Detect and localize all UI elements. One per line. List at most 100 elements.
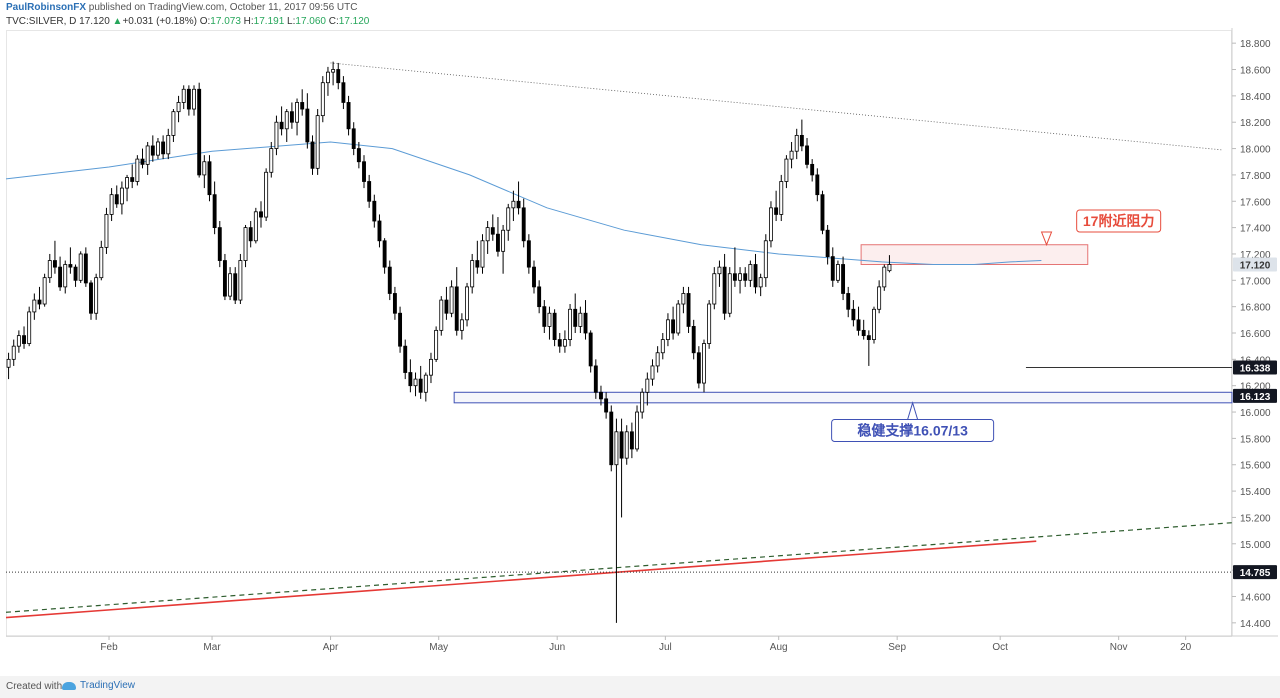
candle-body[interactable] — [135, 158, 140, 182]
candle-body[interactable] — [877, 286, 882, 310]
candle-body[interactable] — [490, 227, 495, 235]
candle-body[interactable] — [42, 277, 47, 305]
candle-body[interactable] — [872, 308, 876, 340]
candle-body[interactable] — [557, 339, 562, 347]
candle-body[interactable] — [109, 194, 114, 215]
candle-body[interactable] — [356, 148, 361, 163]
candle-body[interactable] — [99, 246, 104, 279]
candle-body[interactable] — [140, 158, 145, 165]
candle-body[interactable] — [851, 308, 856, 321]
candle-body[interactable] — [331, 69, 336, 73]
candle-body[interactable] — [485, 227, 490, 242]
candle-body[interactable] — [738, 273, 742, 281]
candle-body[interactable] — [743, 273, 748, 281]
candle-body[interactable] — [439, 299, 444, 331]
candle-body[interactable] — [398, 312, 403, 347]
candle-body[interactable] — [125, 177, 130, 189]
candle-body[interactable] — [810, 163, 815, 176]
candle-body[interactable] — [727, 273, 732, 314]
candle-body[interactable] — [702, 343, 706, 384]
candle-body[interactable] — [614, 431, 619, 466]
candle-body[interactable] — [58, 266, 63, 288]
candle-body[interactable] — [16, 335, 21, 347]
candle-body[interactable] — [434, 329, 439, 360]
candle-body[interactable] — [264, 171, 269, 218]
candle-body[interactable] — [444, 299, 449, 314]
candle-body[interactable] — [362, 161, 366, 182]
candle-body[interactable] — [655, 352, 660, 367]
candle-body[interactable] — [547, 312, 552, 327]
candle-body[interactable] — [475, 260, 480, 268]
candle-body[interactable] — [104, 214, 109, 248]
candle-body[interactable] — [789, 150, 794, 160]
candle-body[interactable] — [784, 158, 789, 182]
candle-body[interactable] — [269, 148, 274, 173]
candle-body[interactable] — [238, 260, 243, 301]
candle-body[interactable] — [748, 264, 753, 281]
candle-body[interactable] — [629, 431, 634, 450]
candle-body[interactable] — [763, 240, 768, 279]
downtrend-line-dotted[interactable] — [330, 62, 1222, 151]
candle-body[interactable] — [578, 312, 583, 327]
candle-body[interactable] — [145, 145, 150, 165]
candle-body[interactable] — [295, 102, 299, 123]
candle-body[interactable] — [156, 141, 160, 156]
candle-body[interactable] — [192, 88, 196, 110]
candle-body[interactable] — [470, 260, 475, 288]
candle-body[interactable] — [820, 194, 825, 231]
candle-body[interactable] — [11, 345, 16, 360]
candle-body[interactable] — [392, 293, 397, 314]
candle-body[interactable] — [516, 200, 521, 209]
candle-body[interactable] — [94, 277, 99, 314]
candle-body[interactable] — [310, 141, 315, 169]
candle-body[interactable] — [207, 161, 212, 196]
callout-box[interactable] — [831, 418, 995, 442]
candle-body[interactable] — [846, 293, 851, 310]
candle-body[interactable] — [150, 145, 155, 156]
candle-body[interactable] — [856, 319, 861, 331]
candle-body[interactable] — [326, 71, 330, 84]
candle-body[interactable] — [660, 339, 665, 354]
candle-body[interactable] — [27, 311, 32, 344]
candle-body[interactable] — [413, 378, 418, 387]
candle-body[interactable] — [542, 306, 547, 327]
candle-body[interactable] — [552, 312, 557, 340]
candle-body[interactable] — [336, 69, 341, 84]
candle-body[interactable] — [882, 266, 887, 288]
candle-body[interactable] — [805, 145, 809, 165]
candle-body[interactable] — [532, 266, 536, 288]
candle-body[interactable] — [465, 286, 469, 321]
candle-body[interactable] — [217, 227, 222, 261]
candle-body[interactable] — [171, 111, 176, 136]
candle-body[interactable] — [779, 181, 784, 215]
candle-body[interactable] — [449, 286, 454, 314]
candle-body[interactable] — [32, 299, 37, 313]
candle-body[interactable] — [423, 374, 428, 393]
candle-body[interactable] — [372, 200, 377, 222]
candle-body[interactable] — [429, 358, 433, 376]
candle-body[interactable] — [645, 378, 650, 393]
candle-body[interactable] — [47, 260, 52, 279]
candle-body[interactable] — [351, 128, 356, 149]
candle-body[interactable] — [774, 207, 779, 215]
candle-body[interactable] — [119, 187, 124, 205]
candle-body[interactable] — [459, 319, 464, 331]
candle-body[interactable] — [68, 264, 73, 268]
author-name[interactable]: PaulRobinsonFX — [6, 2, 86, 13]
uptrend-line-dashed[interactable] — [5, 522, 1233, 613]
candle-body[interactable] — [887, 264, 892, 272]
candle-body[interactable] — [259, 211, 263, 218]
candle-body[interactable] — [114, 194, 119, 205]
candle-body[interactable] — [799, 134, 804, 147]
candle-body[interactable] — [305, 108, 310, 143]
candle-body[interactable] — [758, 277, 763, 288]
candle-body[interactable] — [52, 260, 57, 268]
candle-body[interactable] — [521, 207, 526, 242]
candle-body[interactable] — [83, 253, 88, 284]
candle-body[interactable] — [609, 411, 614, 466]
candle-body[interactable] — [341, 82, 346, 103]
candle-body[interactable] — [320, 82, 325, 117]
candle-body[interactable] — [130, 177, 135, 182]
candle-body[interactable] — [418, 378, 423, 393]
candle-body[interactable] — [769, 207, 773, 242]
